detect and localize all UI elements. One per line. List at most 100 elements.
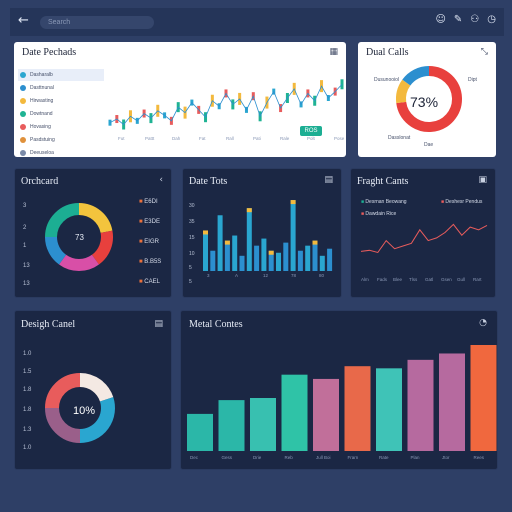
- line-chart: Fut Pattt Dah Fat Rall Pati Rale Polt Pose: [108, 79, 345, 141]
- user-icon[interactable]: ⚇: [470, 14, 480, 25]
- list-icon[interactable]: ▤: [324, 175, 333, 185]
- pie-slice: [91, 230, 113, 265]
- y-tick: 2: [23, 225, 27, 231]
- x-tick-label: Gess: [222, 455, 233, 460]
- x-tick-label: Gatl: [425, 277, 433, 282]
- x-tick-label: Reb: [285, 455, 294, 460]
- y-tick: 5: [189, 265, 192, 271]
- expand-icon[interactable]: ⤡: [480, 47, 488, 57]
- bar: [217, 215, 223, 271]
- y-tick: 1.0: [23, 445, 32, 451]
- x-tick-label: 3: [207, 273, 210, 278]
- x-tick-label: Dec: [190, 455, 199, 460]
- pie-slice: [402, 66, 430, 86]
- x-tick-label: Rees: [474, 455, 485, 460]
- card-date-pechads: Date Pechads ▦ Dasharalb Dasttnunal Hirw…: [14, 42, 346, 157]
- dot-icon: [20, 98, 26, 104]
- bar: [376, 368, 402, 451]
- x-tick-label: Alm: [361, 277, 369, 282]
- x-tick-label: Blee: [393, 277, 403, 282]
- y-tick: 13: [23, 281, 30, 287]
- bar: [290, 200, 296, 271]
- donut-chart: [45, 373, 115, 443]
- x-tick-label: Rale: [280, 136, 290, 141]
- bar-cap: [312, 240, 318, 245]
- list-item[interactable]: Pasdstuing: [18, 134, 104, 146]
- legend-item: ■ E3DE: [139, 219, 160, 225]
- search-input[interactable]: Search: [40, 16, 154, 29]
- bar: [283, 242, 289, 271]
- list-icon[interactable]: ▣: [478, 175, 487, 185]
- bar-chart: Dec Gess Drie Reb Jull Boi Frarn Rate Plan Jtor R…: [187, 345, 497, 460]
- list-item[interactable]: Hirwasting: [18, 95, 104, 107]
- series-line: [109, 84, 343, 126]
- y-tick: 1.0: [23, 351, 32, 357]
- bar-cap: [203, 230, 208, 235]
- card-title: Metal Contes: [189, 319, 243, 330]
- clock-icon[interactable]: ◷: [487, 14, 496, 25]
- legend-item: ■ CAEL: [139, 279, 160, 285]
- dot-icon: [20, 72, 26, 78]
- bar: [305, 245, 311, 271]
- y-tick: 15: [189, 235, 195, 241]
- chevron-left-icon[interactable]: ‹: [159, 175, 163, 185]
- card-title: Desigh Canel: [21, 319, 76, 330]
- x-tick-label: Rate: [379, 455, 389, 460]
- y-tick: 1.5: [23, 369, 32, 375]
- list-item[interactable]: Hovasing: [18, 121, 104, 133]
- pie-slice: [79, 397, 115, 443]
- bar: [246, 208, 252, 271]
- chart-badge[interactable]: ROS: [300, 126, 322, 136]
- back-arrow-icon[interactable]: ←: [18, 13, 29, 28]
- bar: [261, 238, 267, 271]
- x-tick-label: Pati: [253, 136, 261, 141]
- y-tick: 1: [23, 243, 27, 249]
- bar: [344, 366, 371, 451]
- pie-slice: [78, 203, 113, 234]
- x-tick-label: Pose: [334, 136, 345, 141]
- x-tick-label: Fads: [377, 277, 388, 282]
- bar: [407, 359, 434, 451]
- smile-icon[interactable]: ☺: [435, 14, 446, 25]
- bar: [224, 240, 230, 271]
- pie-slice: [45, 203, 80, 238]
- x-tick-label: Jull Boi: [316, 455, 331, 460]
- label: Dusunooiol: [374, 77, 400, 83]
- x-tick-label: Drie: [253, 455, 262, 460]
- card-title: Date Tots: [189, 176, 228, 187]
- y-tick: 1.8: [23, 387, 32, 393]
- y-tick: 35: [189, 219, 195, 225]
- donut-center-value: 73: [75, 233, 84, 242]
- dot-icon: [20, 111, 26, 117]
- bar: [268, 250, 274, 271]
- donut-chart: [396, 66, 462, 132]
- top-bar: ← Search ☺ ✎ ⚇ ◷: [10, 8, 504, 36]
- list-item[interactable]: Dasttnunal: [18, 82, 104, 94]
- bar-cap: [290, 200, 296, 205]
- x-tick-label: Tlss: [409, 277, 418, 282]
- bar-cap: [224, 240, 230, 245]
- y-tick: 5: [189, 279, 192, 285]
- bar: [210, 250, 216, 271]
- x-tick-label: Rall: [226, 136, 234, 141]
- legend-item: ■ Desrnan Beowang: [361, 199, 407, 205]
- list-item[interactable]: Dowtnand: [18, 108, 104, 120]
- card-metal-contes: Metal Contes ◔ Dec Gess Drie Reb Jull Boi Fra…: [180, 310, 498, 470]
- x-tick-label: 78: [291, 273, 297, 278]
- refresh-icon[interactable]: ◔: [479, 318, 487, 328]
- x-tick-label: Fat: [199, 136, 206, 141]
- card-orchcard: Orchcard ‹ 3 2 1 13 13 73 ■ E6DI ■ E3DE …: [14, 168, 172, 298]
- dot-icon: [20, 150, 26, 156]
- bar: [297, 250, 303, 271]
- bar: [254, 245, 260, 271]
- bar: [312, 240, 318, 271]
- pie-slice: [45, 373, 81, 409]
- link-icon[interactable]: ✎: [453, 14, 463, 25]
- y-tick: 3: [23, 203, 27, 209]
- calendar-icon[interactable]: ▦: [329, 47, 338, 57]
- bar-chart: 3 A 12 78 80: [203, 200, 333, 278]
- list-item[interactable]: Dasharalb: [18, 69, 104, 81]
- pie-slice: [59, 254, 99, 271]
- list-icon[interactable]: ▤: [154, 319, 163, 329]
- list-item[interactable]: Deeuseloa: [18, 147, 104, 159]
